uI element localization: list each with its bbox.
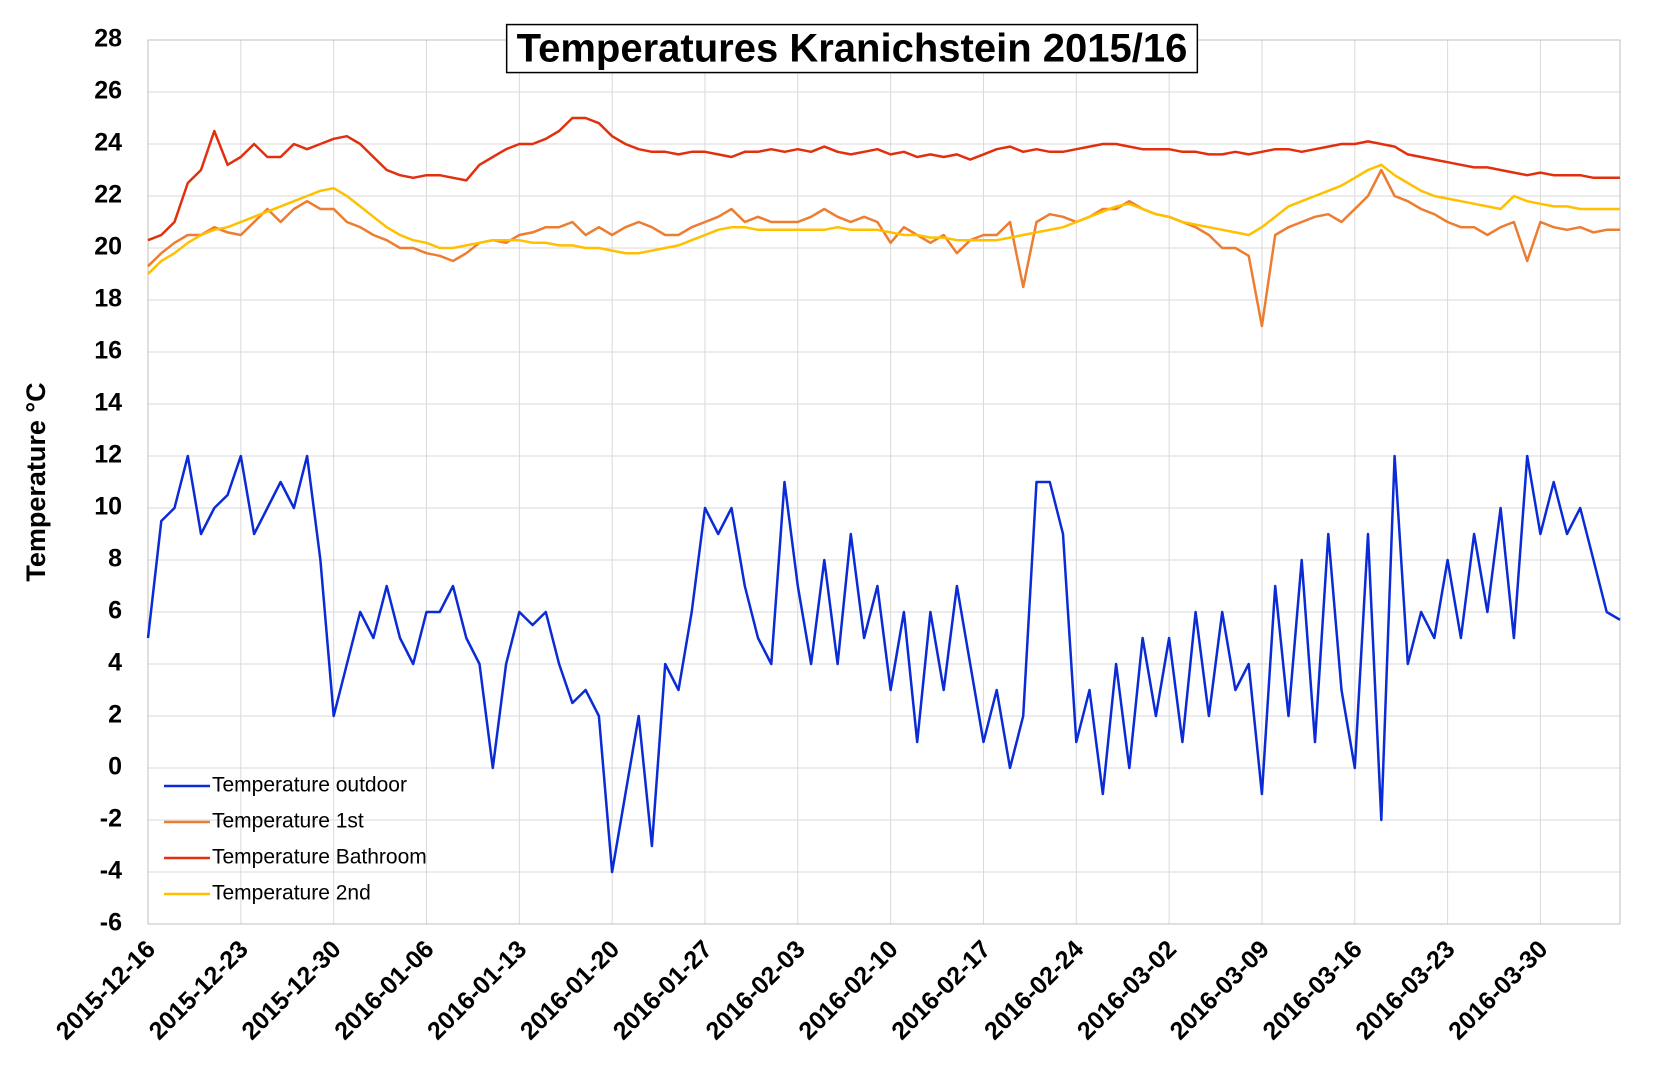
- y-tick-label: 12: [94, 441, 122, 469]
- x-tick-label: 2016-02-17: [886, 935, 996, 1045]
- y-tick-label: 14: [94, 389, 122, 417]
- y-tick-label: 6: [108, 597, 122, 625]
- x-tick-label: 2016-01-13: [422, 935, 532, 1045]
- x-tick-label: 2016-01-27: [608, 935, 718, 1045]
- y-tick-label: -4: [100, 857, 122, 885]
- x-tick-label: 2015-12-30: [236, 935, 346, 1045]
- y-tick-label: 16: [94, 337, 122, 365]
- x-tick-label: 2016-02-03: [700, 935, 810, 1045]
- series-line: [147, 116, 1620, 242]
- x-tick-label: 2016-03-23: [1350, 935, 1460, 1045]
- y-axis-label: Temperature °C: [21, 382, 51, 581]
- x-tick-label: 2016-02-10: [793, 935, 903, 1045]
- y-tick-label: 20: [94, 233, 122, 261]
- x-tick-label: 2016-01-06: [329, 935, 439, 1045]
- y-tick-label: 26: [94, 77, 122, 105]
- x-tick-label: 2016-01-20: [515, 935, 625, 1045]
- y-tick-label: -6: [100, 909, 122, 937]
- x-tick-label: 2015-12-16: [51, 935, 161, 1045]
- y-tick-label: 8: [108, 545, 122, 573]
- x-tick-label: 2016-03-16: [1257, 935, 1367, 1045]
- series-line: [146, 454, 1621, 874]
- y-tick-label: 22: [94, 181, 122, 209]
- chart-title: Temperatures Kranichstein 2015/16: [517, 27, 1188, 71]
- y-tick-label: 2: [108, 701, 122, 729]
- x-tick-label: 2015-12-23: [144, 935, 254, 1045]
- x-tick-label: 2016-03-09: [1165, 935, 1275, 1045]
- series-line: [147, 163, 1620, 275]
- legend-label: Temperature 1st: [212, 810, 364, 833]
- x-tick-label: 2016-03-02: [1072, 935, 1182, 1045]
- y-tick-label: 18: [94, 285, 122, 313]
- series-line: [147, 168, 1620, 328]
- y-tick-label: 24: [94, 129, 122, 157]
- y-tick-label: 4: [108, 649, 122, 677]
- legend-label: Temperature Bathroom: [212, 846, 427, 869]
- legend-label: Temperature 2nd: [212, 882, 371, 905]
- legend-label: Temperature outdoor: [212, 774, 407, 797]
- title-box: [505, 23, 1199, 74]
- x-tick-label: 2016-02-24: [979, 935, 1089, 1045]
- y-tick-label: -2: [100, 805, 122, 833]
- x-tick-label: 2016-03-30: [1443, 935, 1553, 1045]
- y-tick-label: 28: [94, 25, 122, 53]
- y-tick-label: 10: [94, 493, 122, 521]
- y-tick-label: 0: [108, 753, 122, 781]
